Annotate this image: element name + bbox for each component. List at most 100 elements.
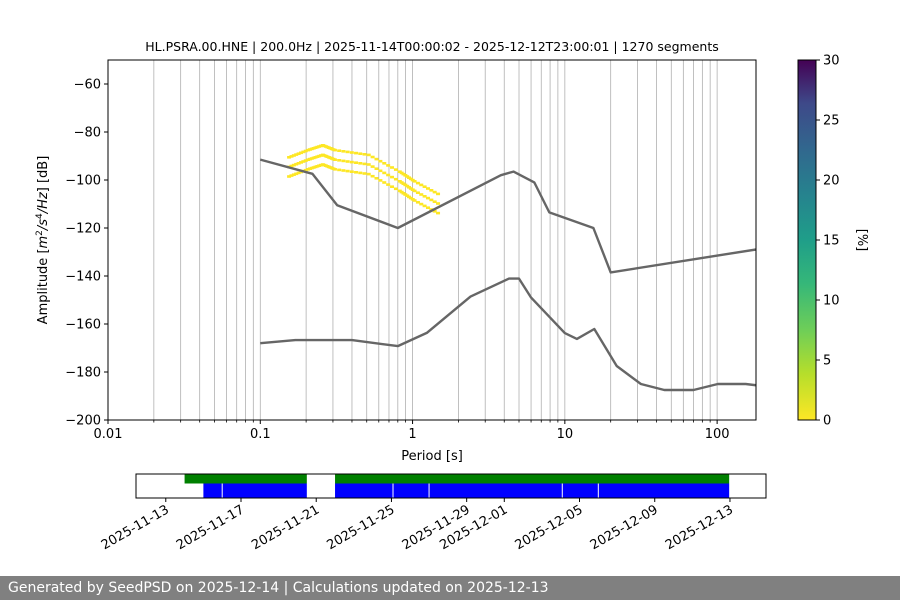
density-outlier <box>349 151 354 154</box>
density-outlier <box>298 170 303 174</box>
y-tick-label: −180 <box>65 366 101 381</box>
density-outlier <box>289 174 294 177</box>
density-outlier <box>370 174 375 178</box>
noise-models <box>259 158 756 392</box>
density-outlier <box>366 163 371 166</box>
density-outlier <box>432 200 437 203</box>
colorbar-tick-label: 30 <box>823 54 840 69</box>
density-outlier <box>382 181 387 184</box>
timeline-tick-label: 2025-11-25 <box>325 502 398 553</box>
colorbar-tick-label: 5 <box>823 354 831 369</box>
noise-model-nhnm <box>259 158 756 274</box>
density-outlier <box>296 152 301 155</box>
density-outlier <box>296 162 301 165</box>
density-outlier <box>415 191 420 194</box>
density-outlier <box>393 187 398 191</box>
density-outlier <box>298 151 303 155</box>
density-outlier <box>429 198 434 202</box>
density-outlier <box>337 168 342 172</box>
x-tick-label: 0.01 <box>94 427 123 442</box>
timeline-axis: 2025-11-13 2025-11-17 2025-11-21 2025-11-25… <box>99 498 736 553</box>
colorbar-tick-label: 0 <box>823 414 831 429</box>
timeline-tick-label: 2025-11-13 <box>99 502 172 553</box>
timeline-tick-label: 2025-11-17 <box>174 502 247 553</box>
y-tick-label: −100 <box>65 174 101 189</box>
y-tick-label: −120 <box>65 222 101 237</box>
timeline-tick-label: 2025-12-05 <box>513 502 586 553</box>
density-outlier <box>432 210 437 213</box>
density-outlier <box>374 177 379 180</box>
density-outlier <box>390 175 395 179</box>
density-outlier <box>303 159 308 162</box>
density-outlier <box>294 153 299 156</box>
timeline-tick-label: 2025-12-09 <box>588 502 661 553</box>
density-outlier <box>436 202 441 205</box>
plot-area <box>108 60 756 420</box>
density-outlier <box>382 162 387 165</box>
density-outlier <box>358 162 363 165</box>
density-outlier <box>415 201 420 204</box>
density-outlier <box>332 148 337 152</box>
y-tick-label: −60 <box>74 78 101 93</box>
colorbar-label: [%] <box>854 229 869 252</box>
density-outlier <box>422 204 427 208</box>
colorbar-ticks: 0 5 10 15 20 25 30 <box>816 54 840 429</box>
density-outlier <box>287 175 292 178</box>
y-axis-label: Amplitude [m2/s4/Hz] [dB] <box>35 156 51 325</box>
grid-lines <box>108 60 718 420</box>
x-tick-label: 0.1 <box>250 427 271 442</box>
density-outlier <box>419 183 424 187</box>
density-outlier <box>393 177 398 181</box>
density-outlier <box>345 150 350 154</box>
density-outlier <box>419 202 424 206</box>
x-axis: 0.01 0.1 1 10 100 <box>94 420 730 442</box>
density-outlier <box>436 192 441 196</box>
y-tick-label: −160 <box>65 318 101 333</box>
density-outlier <box>386 183 391 186</box>
ppsd-density <box>287 144 441 215</box>
density-outlier <box>287 156 292 159</box>
density-outlier <box>332 158 337 161</box>
density-outlier <box>358 152 363 155</box>
timeline-bars <box>184 474 730 498</box>
density-outlier <box>419 193 424 196</box>
density-outlier <box>386 173 391 177</box>
density-outlier <box>298 161 303 164</box>
colorbar-tick-label: 10 <box>823 294 840 309</box>
density-outlier <box>374 167 379 170</box>
density-outlier <box>436 211 441 215</box>
density-outlier <box>337 149 342 152</box>
footer-bar: Generated by SeedPSD on 2025-12-14 | Cal… <box>0 576 900 600</box>
x-axis-label: Period [s] <box>401 449 463 464</box>
colorbar-tick-label: 20 <box>823 174 840 189</box>
density-outlier <box>386 164 391 167</box>
density-outlier <box>303 168 308 172</box>
density-outlier <box>303 149 308 153</box>
density-outlier <box>390 185 395 188</box>
y-tick-label: −80 <box>74 126 101 141</box>
timeline-data-segment <box>335 483 730 498</box>
density-outlier <box>291 173 296 176</box>
density-outlier <box>378 159 383 163</box>
density-outlier <box>332 168 337 171</box>
density-outlier <box>425 187 430 190</box>
density-outlier <box>349 170 354 173</box>
density-outlier <box>366 172 371 176</box>
density-outlier <box>374 157 379 161</box>
timeline-data-segment <box>203 483 307 498</box>
x-tick-label: 100 <box>705 427 730 442</box>
density-outlier <box>382 171 387 175</box>
density-outlier <box>349 160 354 164</box>
density-outlier <box>354 171 359 174</box>
x-tick-label: 1 <box>408 427 416 442</box>
density-outlier <box>291 154 296 157</box>
y-tick-label: −140 <box>65 270 101 285</box>
density-outlier <box>362 162 367 166</box>
density-outlier <box>337 159 342 162</box>
footer-text: Generated by SeedPSD on 2025-12-14 | Cal… <box>8 580 549 596</box>
density-outlier <box>412 180 417 183</box>
density-outlier <box>341 159 346 163</box>
density-outlier <box>425 196 430 200</box>
x-tick-label: 10 <box>557 427 574 442</box>
